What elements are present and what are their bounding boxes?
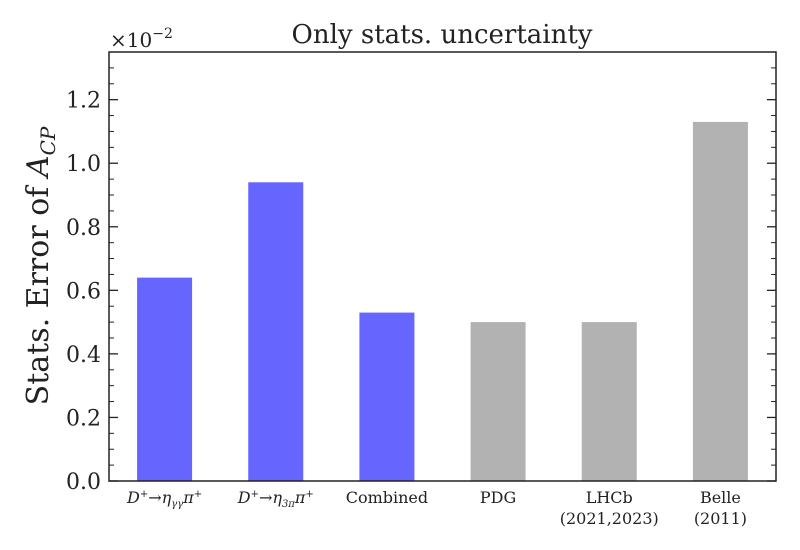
- bars-group: [137, 121, 748, 482]
- x-axis: D+→ηγγπ+ D+→η3ππ+ Combined PDG LHCb (2021,202…: [126, 488, 747, 528]
- bar-4: [581, 322, 637, 481]
- axis-multiplier: ×10−2: [110, 26, 173, 52]
- y-tick-label-4: 0.8: [66, 216, 101, 241]
- x-tick-label-2: Combined: [346, 488, 428, 507]
- y-tick-label-5: 1.0: [66, 152, 101, 177]
- plot-frame: [108, 51, 777, 482]
- x-tick-label-1: D+→η3ππ+: [237, 488, 314, 510]
- bar-0: [137, 277, 193, 481]
- chart-title: Only stats. uncertainty: [292, 20, 593, 50]
- y-axis-label: Stats. Error of ACP: [21, 126, 60, 405]
- x-tick-label-5: Belle (2011): [694, 488, 747, 528]
- bar-2: [359, 312, 415, 481]
- bar-5: [692, 121, 748, 482]
- bar-3: [470, 322, 526, 481]
- y-axis: 0.0 0.2 0.4 0.6 0.8 1.0 1.2: [66, 51, 776, 495]
- bar-1: [248, 182, 304, 482]
- x-tick-label-4: LHCb (2021,2023): [560, 488, 659, 528]
- y-tick-label-0: 0.0: [66, 470, 101, 495]
- x-tick-label-0: D+→ηγγπ+: [126, 488, 202, 510]
- y-tick-label-1: 0.2: [66, 406, 101, 431]
- y-tick-label-2: 0.4: [66, 343, 101, 368]
- y-tick-label-3: 0.6: [66, 279, 101, 304]
- y-tick-label-6: 1.2: [66, 89, 101, 114]
- x-tick-label-3: PDG: [480, 488, 516, 507]
